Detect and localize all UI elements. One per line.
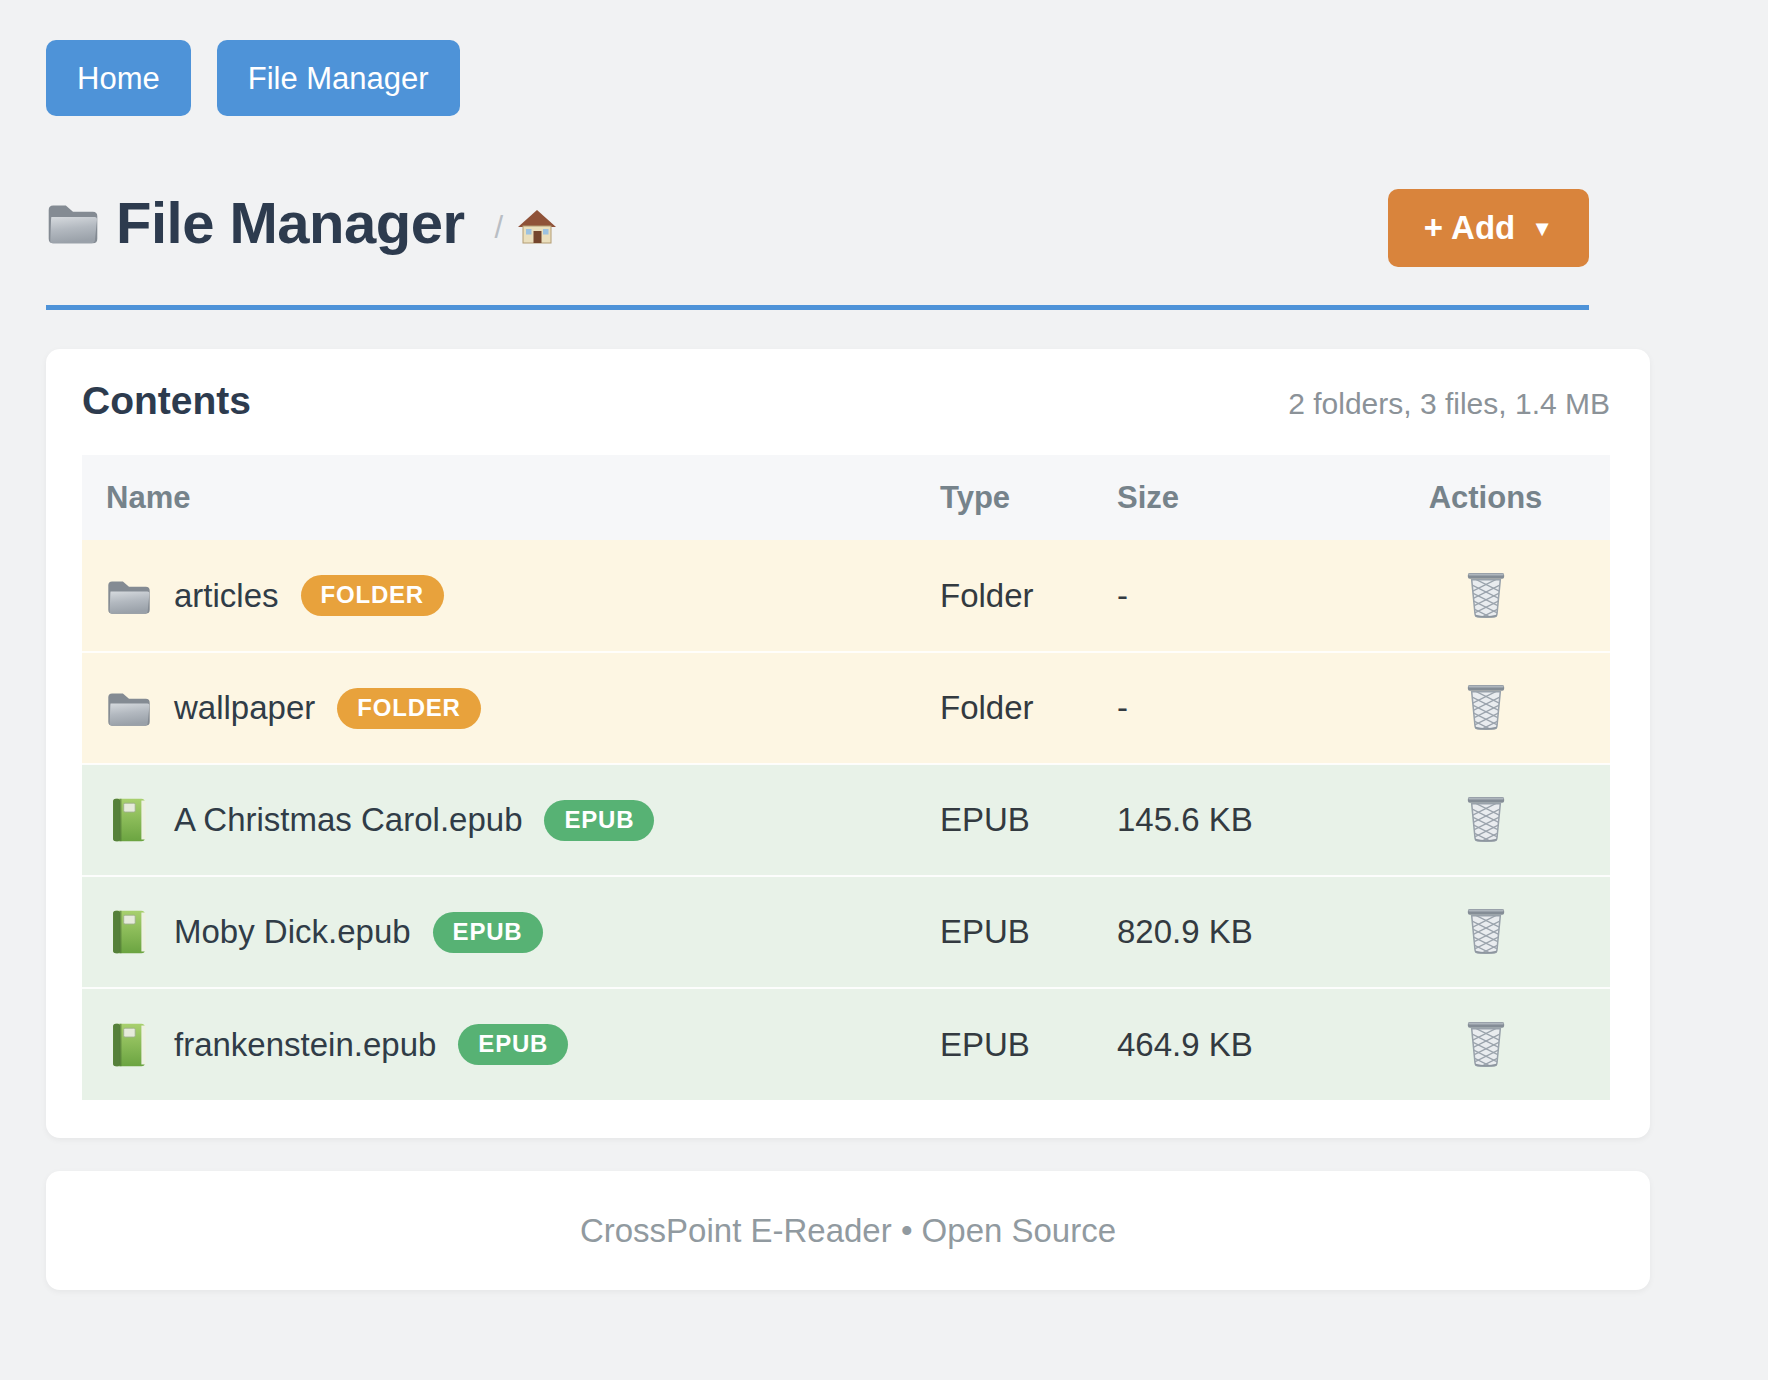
folder-badge: FOLDER bbox=[301, 575, 444, 616]
column-header-actions: Actions bbox=[1361, 455, 1610, 540]
epub-badge: EPUB bbox=[544, 800, 654, 841]
delete-button[interactable] bbox=[1461, 789, 1511, 847]
file-type: EPUB bbox=[916, 764, 1093, 876]
page-title: File Manager bbox=[116, 189, 465, 256]
file-size: 145.6 KB bbox=[1093, 764, 1361, 876]
folder-badge: FOLDER bbox=[337, 688, 480, 729]
trash-icon bbox=[1465, 681, 1507, 731]
table-row: frankenstein.epub EPUB EPUB 464.9 KB bbox=[82, 988, 1610, 1100]
trash-icon bbox=[1465, 569, 1507, 619]
file-size: 464.9 KB bbox=[1093, 988, 1361, 1100]
delete-button[interactable] bbox=[1461, 1014, 1511, 1072]
contents-summary: 2 folders, 3 files, 1.4 MB bbox=[1288, 387, 1610, 421]
file-type: Folder bbox=[916, 540, 1093, 652]
add-button[interactable]: + Add ▼ bbox=[1388, 189, 1589, 267]
file-type: Folder bbox=[916, 652, 1093, 764]
folder-icon bbox=[106, 573, 152, 619]
epub-badge: EPUB bbox=[433, 912, 543, 953]
add-button-label: + Add bbox=[1424, 209, 1515, 247]
table-row: Moby Dick.epub EPUB EPUB 820.9 KB bbox=[82, 876, 1610, 988]
file-table: Name Type Size Actions articles FOLDER F… bbox=[82, 455, 1610, 1100]
contents-card: Contents 2 folders, 3 files, 1.4 MB Name… bbox=[46, 349, 1650, 1138]
breadcrumb-separator: / bbox=[495, 210, 504, 246]
file-size: 820.9 KB bbox=[1093, 876, 1361, 988]
trash-icon bbox=[1465, 1018, 1507, 1068]
page-header: + Add ▼ File Manager / bbox=[46, 189, 1589, 310]
file-size: - bbox=[1093, 652, 1361, 764]
contents-card-header: Contents 2 folders, 3 files, 1.4 MB bbox=[82, 379, 1610, 423]
home-icon[interactable] bbox=[517, 209, 557, 245]
footer-text: CrossPoint E-Reader • Open Source bbox=[580, 1212, 1116, 1250]
chevron-down-icon: ▼ bbox=[1531, 216, 1553, 242]
file-name-link[interactable]: wallpaper bbox=[174, 689, 315, 727]
epub-badge: EPUB bbox=[458, 1024, 568, 1065]
file-name-link[interactable]: articles bbox=[174, 577, 279, 615]
column-header-size: Size bbox=[1093, 455, 1361, 540]
table-row: A Christmas Carol.epub EPUB EPUB 145.6 K… bbox=[82, 764, 1610, 876]
folder-icon bbox=[46, 199, 100, 246]
footer-card: CrossPoint E-Reader • Open Source bbox=[46, 1171, 1650, 1290]
file-name-link[interactable]: frankenstein.epub bbox=[174, 1026, 436, 1064]
header-divider bbox=[46, 305, 1589, 310]
file-type: EPUB bbox=[916, 988, 1093, 1100]
nav-file-manager-button[interactable]: File Manager bbox=[217, 40, 460, 116]
folder-icon bbox=[106, 685, 152, 731]
green-book-icon bbox=[106, 797, 152, 843]
file-name-link[interactable]: A Christmas Carol.epub bbox=[174, 801, 522, 839]
contents-heading: Contents bbox=[82, 379, 251, 423]
delete-button[interactable] bbox=[1461, 565, 1511, 623]
file-name-link[interactable]: Moby Dick.epub bbox=[174, 913, 411, 951]
trash-icon bbox=[1465, 793, 1507, 843]
table-header-row: Name Type Size Actions bbox=[82, 455, 1610, 540]
column-header-type: Type bbox=[916, 455, 1093, 540]
trash-icon bbox=[1465, 905, 1507, 955]
green-book-icon bbox=[106, 909, 152, 955]
file-type: EPUB bbox=[916, 876, 1093, 988]
table-row: articles FOLDER Folder - bbox=[82, 540, 1610, 652]
table-row: wallpaper FOLDER Folder - bbox=[82, 652, 1610, 764]
top-nav: Home File Manager bbox=[46, 40, 1650, 116]
nav-home-button[interactable]: Home bbox=[46, 40, 191, 116]
file-size: - bbox=[1093, 540, 1361, 652]
column-header-name: Name bbox=[82, 455, 916, 540]
page: Home File Manager + Add ▼ File Manager /… bbox=[0, 0, 1650, 1290]
delete-button[interactable] bbox=[1461, 677, 1511, 735]
green-book-icon bbox=[106, 1022, 152, 1068]
delete-button[interactable] bbox=[1461, 901, 1511, 959]
